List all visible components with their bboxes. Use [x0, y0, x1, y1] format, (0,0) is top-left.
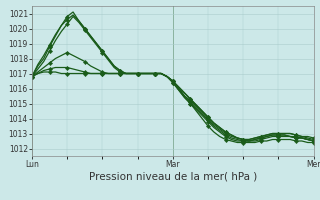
X-axis label: Pression niveau de la mer( hPa ): Pression niveau de la mer( hPa ) [89, 172, 257, 182]
